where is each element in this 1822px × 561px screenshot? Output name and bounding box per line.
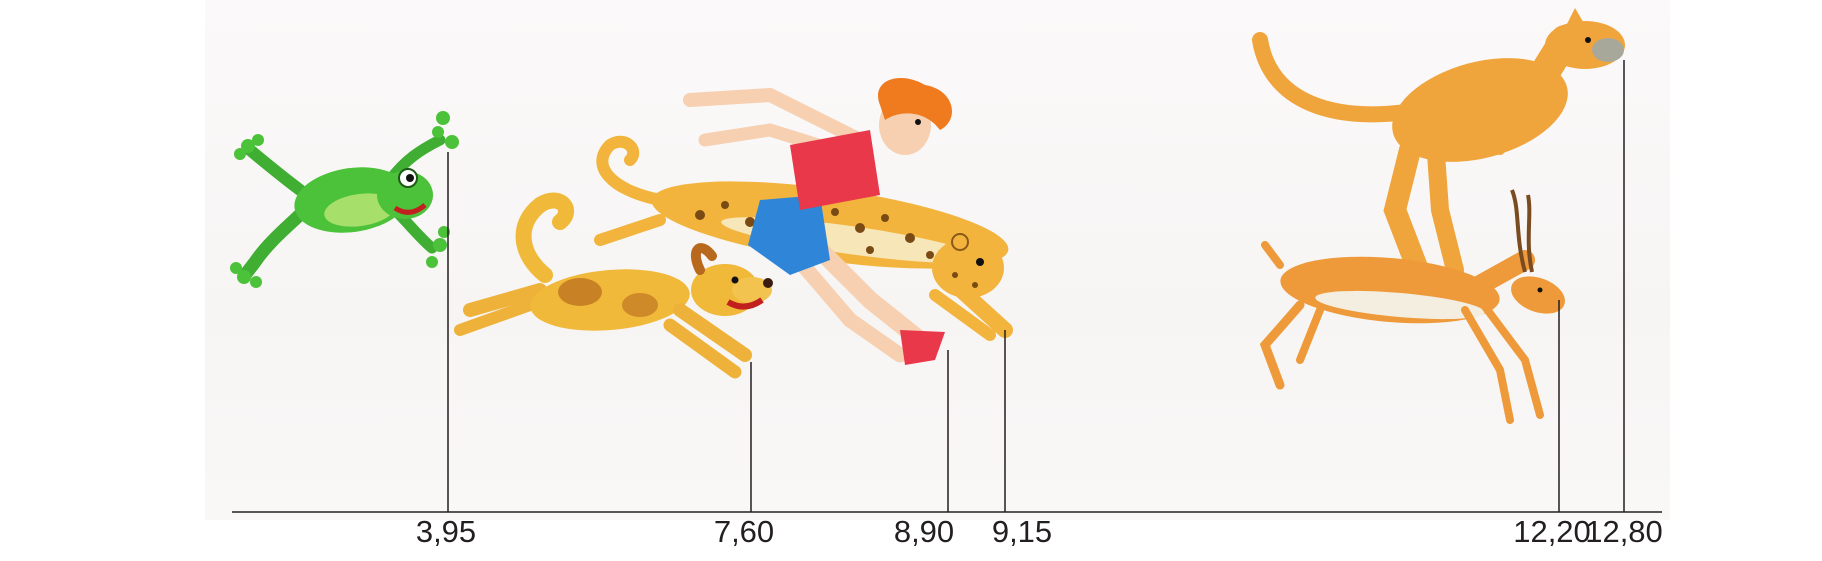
distance-label-frog: 3,95 [415,514,477,549]
kangaroo-illustration [1252,8,1625,287]
distance-label-boy: 8,90 [893,514,955,549]
boy-illustration [683,77,952,365]
measurement-lines [232,60,1662,513]
gazelle-illustration [1259,189,1565,424]
distance-label-leopard: 9,15 [991,514,1053,549]
frog-illustration [230,111,459,288]
dog-illustration [454,192,773,379]
distance-label-dog: 7,60 [713,514,775,549]
distance-label-kangaroo: 12,80 [1585,514,1663,549]
distance-label-gazelle: 12,20 [1513,514,1591,549]
